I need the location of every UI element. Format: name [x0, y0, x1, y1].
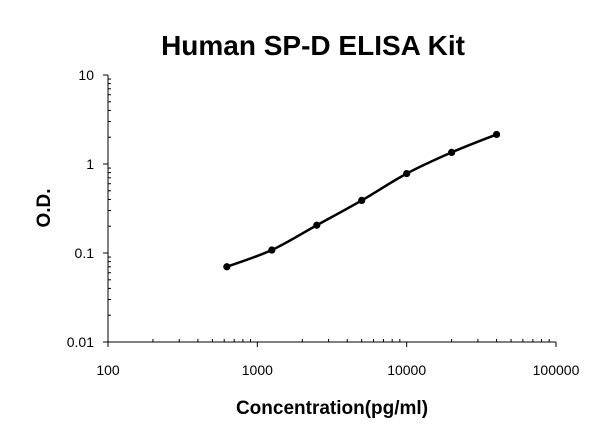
chart-title: Human SP-D ELISA Kit [161, 30, 465, 61]
y-tick-label: 1 [86, 156, 94, 172]
x-tick-label: 100000 [533, 362, 580, 378]
data-point [448, 148, 456, 157]
x-axis-ticks: 100 1000 10000 100000 [96, 339, 580, 378]
y-tick-label: 0.1 [75, 245, 95, 261]
data-point [313, 221, 321, 229]
x-axis-title: Concentration(pg/ml) [236, 398, 428, 419]
x-tick-label: 1000 [242, 362, 273, 378]
data-point [403, 170, 411, 178]
data-point [492, 130, 501, 139]
y-axis-title: O.D. [34, 188, 55, 227]
x-tick-label: 100 [96, 362, 120, 378]
y-tick-label: 0.01 [67, 334, 94, 350]
data-point [223, 263, 231, 271]
x-tick-label: 10000 [387, 362, 426, 378]
series-layer [223, 130, 501, 271]
y-tick-label: 10 [78, 67, 94, 83]
data-point [358, 196, 366, 204]
y-axis-ticks: 10 1 0.1 0.01 [67, 67, 111, 350]
data-point [268, 246, 276, 254]
